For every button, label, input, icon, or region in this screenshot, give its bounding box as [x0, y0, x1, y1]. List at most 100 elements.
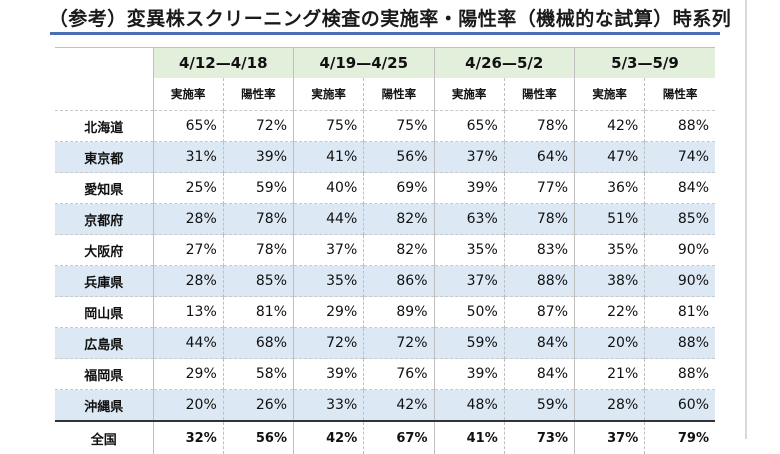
- positive-rate-cell: 85%: [222, 265, 294, 297]
- implementation-rate-cell: 40%: [292, 172, 364, 204]
- positive-rate-cell: 72%: [363, 327, 434, 359]
- page-title: （参考）変異株スクリーニング検査の実施率・陽性率（機械的な試算）時系列: [48, 8, 732, 30]
- total-positive-rate: 73%: [503, 420, 575, 454]
- implementation-rate-cell: 21%: [573, 358, 645, 390]
- positive-rate-cell: 88%: [644, 327, 715, 359]
- positive-rate-cell: 78%: [222, 203, 294, 235]
- positive-rate-cell: 39%: [222, 141, 294, 173]
- positive-rate-cell: 90%: [644, 265, 715, 297]
- positive-rate-cell: 78%: [222, 234, 294, 266]
- table-row: 兵庫県 28% 85% 35% 86% 37% 88% 38% 90%: [55, 265, 715, 297]
- implementation-rate-cell: 35%: [292, 265, 364, 297]
- total-positive-rate: 67%: [363, 420, 434, 454]
- positive-rate-cell: 68%: [222, 327, 294, 359]
- table-row: 岡山県 13% 81% 29% 89% 50% 87% 22% 81%: [55, 296, 715, 328]
- table-row: 広島県 44% 68% 72% 72% 59% 84% 20% 88%: [55, 327, 715, 359]
- sub-header-positive: 陽性率: [503, 78, 575, 111]
- prefecture-label: 広島県: [55, 327, 153, 359]
- prefecture-label: 東京都: [55, 141, 153, 173]
- implementation-rate-cell: 35%: [433, 234, 505, 266]
- implementation-rate-cell: 37%: [292, 234, 364, 266]
- positive-rate-cell: 74%: [644, 141, 715, 173]
- implementation-rate-cell: 33%: [292, 389, 364, 421]
- title-underline: [50, 32, 720, 35]
- implementation-rate-cell: 51%: [573, 203, 645, 235]
- positive-rate-cell: 72%: [222, 110, 294, 142]
- prefecture-label: 大阪府: [55, 234, 153, 266]
- sub-header-row: 実施率 陽性率 実施率 陽性率 実施率 陽性率 実施率 陽性率: [55, 78, 715, 111]
- positive-rate-cell: 81%: [222, 296, 294, 328]
- positive-rate-cell: 81%: [644, 296, 715, 328]
- sub-header-rate: 実施率: [292, 78, 364, 111]
- positive-rate-cell: 87%: [503, 296, 575, 328]
- implementation-rate-cell: 44%: [292, 203, 364, 235]
- total-implementation-rate: 32%: [152, 420, 224, 454]
- period-header: 4/19—4/25: [293, 47, 434, 78]
- positive-rate-cell: 59%: [222, 172, 294, 204]
- total-positive-rate: 79%: [644, 420, 715, 454]
- implementation-rate-cell: 36%: [573, 172, 645, 204]
- implementation-rate-cell: 48%: [433, 389, 505, 421]
- positive-rate-cell: 85%: [644, 203, 715, 235]
- implementation-rate-cell: 31%: [152, 141, 224, 173]
- positive-rate-cell: 84%: [644, 172, 715, 204]
- table-row: 沖縄県 20% 26% 33% 42% 48% 59% 28% 60%: [55, 389, 715, 421]
- table-row: 北海道 65% 72% 75% 75% 65% 78% 42% 88%: [55, 110, 715, 142]
- sub-header-positive: 陽性率: [222, 78, 294, 111]
- implementation-rate-cell: 22%: [573, 296, 645, 328]
- positive-rate-cell: 78%: [503, 110, 575, 142]
- positive-rate-cell: 60%: [644, 389, 715, 421]
- implementation-rate-cell: 72%: [292, 327, 364, 359]
- positive-rate-cell: 75%: [363, 110, 434, 142]
- prefecture-label: 沖縄県: [55, 389, 153, 421]
- positive-rate-cell: 69%: [363, 172, 434, 204]
- positive-rate-cell: 84%: [503, 358, 575, 390]
- implementation-rate-cell: 20%: [152, 389, 224, 421]
- prefecture-label: 京都府: [55, 203, 153, 235]
- positive-rate-cell: 58%: [222, 358, 294, 390]
- total-implementation-rate: 37%: [573, 420, 645, 454]
- prefecture-label: 北海道: [55, 110, 153, 142]
- slide-edge: [745, 0, 747, 439]
- period-header-row: 4/12—4/18 4/19—4/25 4/26—5/2 5/3—5/9: [55, 47, 715, 111]
- implementation-rate-cell: 13%: [152, 296, 224, 328]
- positive-rate-cell: 56%: [363, 141, 434, 173]
- implementation-rate-cell: 28%: [152, 203, 224, 235]
- positive-rate-cell: 84%: [503, 327, 575, 359]
- period-header: 4/26—5/2: [433, 47, 575, 78]
- positive-rate-cell: 26%: [222, 389, 294, 421]
- table-row: 京都府 28% 78% 44% 82% 63% 78% 51% 85%: [55, 203, 715, 235]
- implementation-rate-cell: 29%: [292, 296, 364, 328]
- positive-rate-cell: 82%: [363, 234, 434, 266]
- prefecture-label: 岡山県: [55, 296, 153, 328]
- implementation-rate-cell: 42%: [573, 110, 645, 142]
- positive-rate-cell: 42%: [363, 389, 434, 421]
- total-implementation-rate: 42%: [292, 420, 364, 454]
- implementation-rate-cell: 65%: [152, 110, 224, 142]
- total-row: 全国 32% 56% 42% 67% 41% 73% 37% 79%: [55, 420, 715, 454]
- positive-rate-cell: 77%: [503, 172, 575, 204]
- total-implementation-rate: 41%: [433, 420, 505, 454]
- sub-header-rate: 実施率: [573, 78, 645, 111]
- implementation-rate-cell: 27%: [152, 234, 224, 266]
- implementation-rate-cell: 20%: [573, 327, 645, 359]
- positive-rate-cell: 64%: [503, 141, 575, 173]
- implementation-rate-cell: 38%: [573, 265, 645, 297]
- sub-header-positive: 陽性率: [644, 78, 715, 111]
- implementation-rate-cell: 35%: [573, 234, 645, 266]
- positive-rate-cell: 83%: [503, 234, 575, 266]
- positive-rate-cell: 89%: [363, 296, 434, 328]
- positive-rate-cell: 76%: [363, 358, 434, 390]
- table-row: 福岡県 29% 58% 39% 76% 39% 84% 21% 88%: [55, 358, 715, 390]
- positive-rate-cell: 78%: [503, 203, 575, 235]
- table-row: 大阪府 27% 78% 37% 82% 35% 83% 35% 90%: [55, 234, 715, 266]
- positive-rate-cell: 88%: [503, 265, 575, 297]
- positive-rate-cell: 88%: [644, 110, 715, 142]
- corner-cell: [55, 47, 153, 111]
- implementation-rate-cell: 25%: [152, 172, 224, 204]
- implementation-rate-cell: 41%: [292, 141, 364, 173]
- prefecture-label: 兵庫県: [55, 265, 153, 297]
- implementation-rate-cell: 37%: [433, 141, 505, 173]
- table-row: 愛知県 25% 59% 40% 69% 39% 77% 36% 84%: [55, 172, 715, 204]
- prefecture-label: 福岡県: [55, 358, 153, 390]
